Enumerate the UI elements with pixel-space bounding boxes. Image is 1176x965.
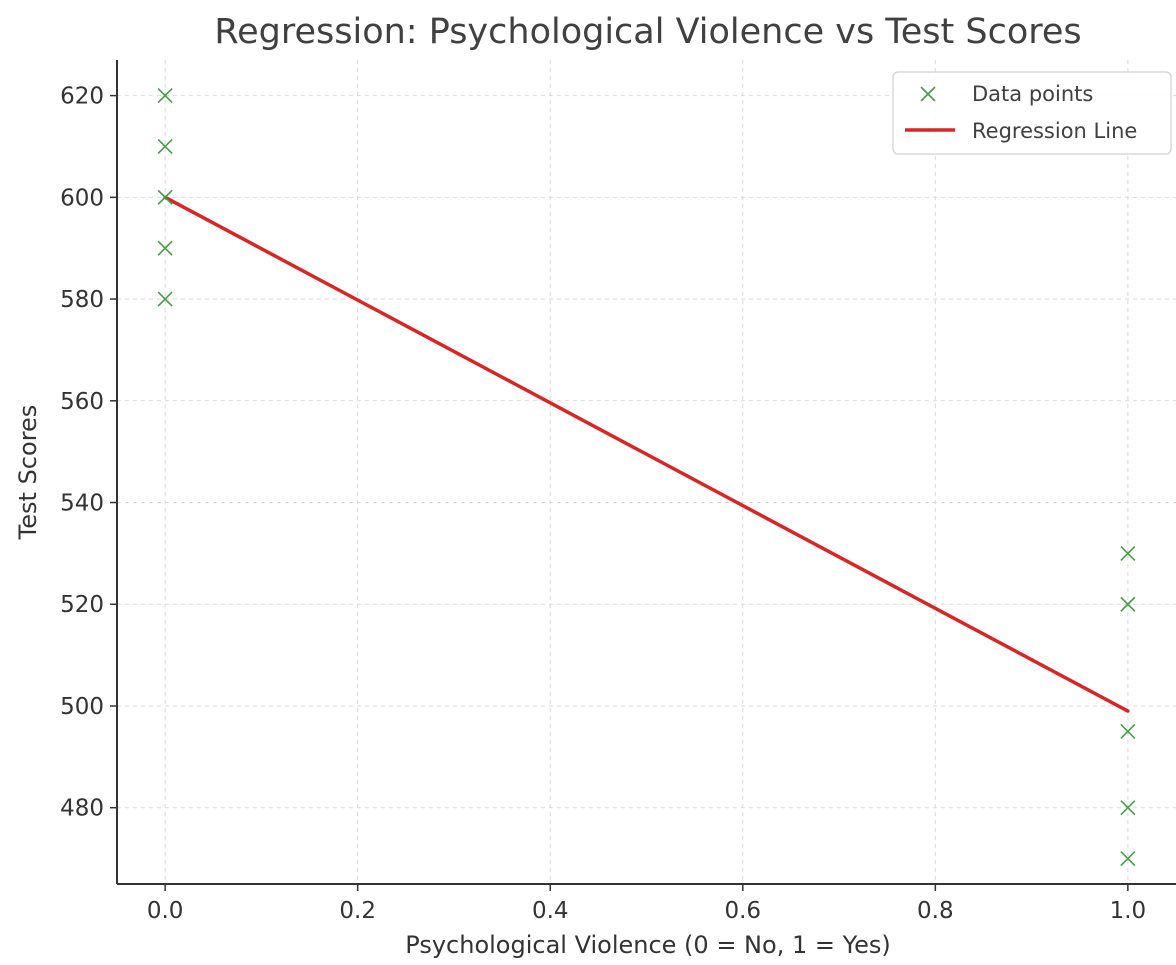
x-tick-label: 0.4 bbox=[532, 898, 569, 924]
x-tick-label: 0.8 bbox=[917, 898, 954, 924]
y-tick-label: 620 bbox=[60, 84, 104, 110]
data-point bbox=[157, 189, 173, 205]
axes bbox=[116, 60, 1176, 885]
y-tick-label: 580 bbox=[60, 287, 104, 313]
x-tick-label: 0.6 bbox=[724, 898, 761, 924]
chart-title: Regression: Psychological Violence vs Te… bbox=[214, 12, 1081, 52]
data-point bbox=[157, 240, 173, 256]
grid bbox=[117, 60, 1176, 884]
x-tick-label: 1.0 bbox=[1110, 898, 1147, 924]
y-tick-label: 600 bbox=[60, 185, 104, 211]
legend-marker-data-points bbox=[920, 86, 936, 102]
legend-label-regression-line: Regression Line bbox=[972, 119, 1137, 143]
x-axis-label: Psychological Violence (0 = No, 1 = Yes) bbox=[405, 931, 890, 959]
y-tick-label: 480 bbox=[60, 796, 104, 822]
data-point bbox=[1120, 545, 1136, 561]
data-point bbox=[1120, 800, 1136, 816]
data-point bbox=[1120, 723, 1136, 739]
legend-box bbox=[892, 71, 1172, 155]
data-points-layer bbox=[157, 88, 1136, 867]
y-axis-label: Test Scores bbox=[14, 405, 42, 541]
legend: Data points Regression Line bbox=[892, 71, 1172, 155]
legend-label-data-points: Data points bbox=[972, 82, 1093, 106]
y-tick-label: 540 bbox=[60, 491, 104, 517]
y-tick-label: 560 bbox=[60, 389, 104, 415]
data-point bbox=[1120, 596, 1136, 612]
data-point bbox=[1120, 851, 1136, 867]
regression-layer bbox=[163, 195, 1130, 713]
y-tick-label: 500 bbox=[60, 694, 104, 720]
y-tick-label: 520 bbox=[60, 592, 104, 618]
ticks: 0.0 0.2 0.4 0.6 0.8 1.0 480 500 520 540 560 580 600 6… bbox=[60, 84, 1146, 924]
data-point bbox=[157, 138, 173, 155]
data-point bbox=[157, 291, 173, 307]
x-tick-label: 0.2 bbox=[339, 898, 376, 924]
data-point bbox=[157, 88, 173, 104]
x-tick-label: 0.0 bbox=[147, 898, 184, 924]
regression-line bbox=[163, 195, 1130, 713]
